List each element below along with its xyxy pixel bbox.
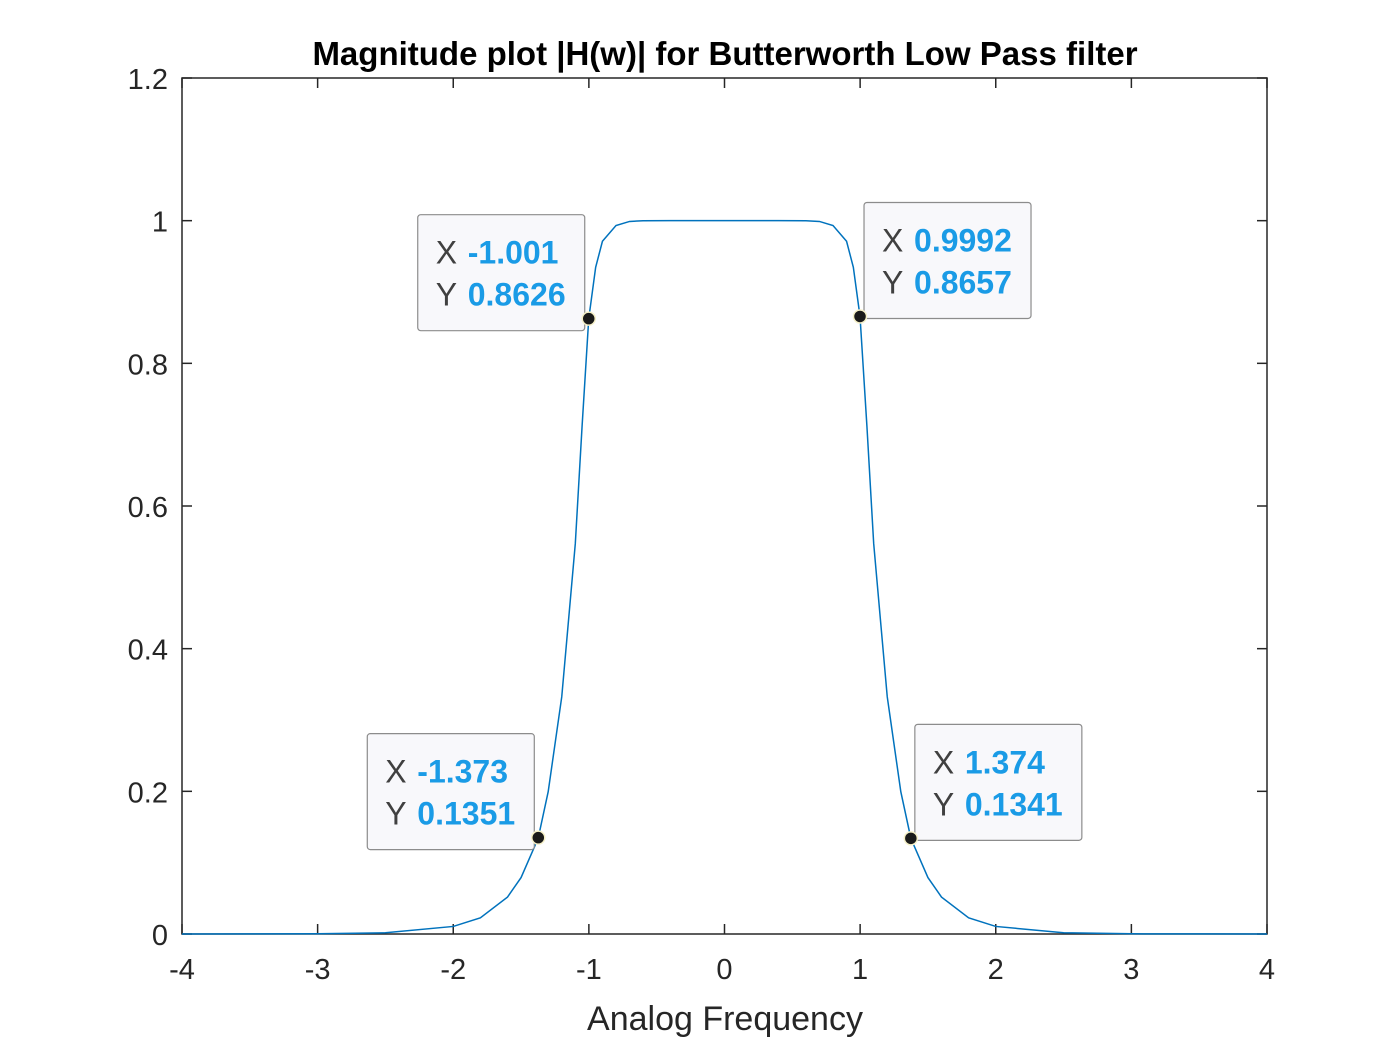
datatip-marker[interactable] xyxy=(581,311,596,326)
datatip-x-label: X xyxy=(882,222,903,258)
y-tick-label: 0 xyxy=(152,920,168,952)
y-tick-label: 1 xyxy=(152,207,168,239)
datatip-x-value: -1.001 xyxy=(468,235,559,271)
datatip-y-value: 0.1351 xyxy=(417,796,515,832)
x-tick-label: -1 xyxy=(576,954,602,986)
x-tick-label: 0 xyxy=(716,954,732,986)
datatip-box xyxy=(863,201,1032,320)
datatip-y-value: 0.8626 xyxy=(468,277,566,313)
y-tick-labels: 0 0.2 0.4 0.6 0.8 1 1.2 xyxy=(128,64,168,952)
datatip-box xyxy=(914,723,1083,841)
x-tick-label: -4 xyxy=(169,954,195,986)
datatip[interactable]: X -1.001 Y 0.8626 xyxy=(417,214,596,332)
datatip-x-value: 1.374 xyxy=(965,744,1045,780)
datatip-y-label: Y xyxy=(385,796,406,832)
datatip-x-label: X xyxy=(436,235,457,271)
datatip-box xyxy=(417,214,586,332)
datatip[interactable]: X 0.9992 Y 0.8657 xyxy=(852,201,1032,324)
y-tick-label: 0.4 xyxy=(128,635,168,667)
y-tick-label: 1.2 xyxy=(128,64,168,96)
plot-area xyxy=(181,77,1268,935)
x-tick-labels: -4 -3 -2 -1 0 1 2 3 4 xyxy=(169,954,1275,986)
datatip-y-label: Y xyxy=(933,786,954,822)
chart-title: Magnitude plot |H(w)| for Butterworth Lo… xyxy=(312,35,1137,72)
datatip-x-value: -1.373 xyxy=(417,754,508,790)
x-tick-label: -2 xyxy=(440,954,466,986)
y-tick-label: 0.6 xyxy=(128,492,168,524)
x-tick-label: 2 xyxy=(988,954,1004,986)
datatip-marker[interactable] xyxy=(903,831,919,846)
x-axis-label: Analog Frequency xyxy=(587,1000,863,1038)
datatip-marker[interactable] xyxy=(531,830,546,845)
datatip-x-value: 0.9992 xyxy=(914,222,1012,258)
datatip-y-value: 0.1341 xyxy=(965,786,1063,822)
data-tips: X -1.001 Y 0.8626 X 0.9992 Y 0.8657 X -1.373 Y 0.13… xyxy=(366,201,1083,851)
datatip-x-label: X xyxy=(933,744,954,780)
x-tick-label: 3 xyxy=(1123,954,1139,986)
x-tick-label: 1 xyxy=(852,954,868,986)
datatip[interactable]: X -1.373 Y 0.1351 xyxy=(366,733,546,851)
x-tick-label: -3 xyxy=(305,954,331,986)
x-tick-label: 4 xyxy=(1259,954,1275,986)
magnitude-curve[interactable] xyxy=(181,219,1268,935)
y-tick-label: 0.2 xyxy=(128,777,168,809)
datatip-y-label: Y xyxy=(436,277,457,313)
datatip[interactable]: X 1.374 Y 0.1341 xyxy=(903,723,1083,846)
datatip-x-label: X xyxy=(385,754,406,790)
datatip-box xyxy=(366,733,535,851)
y-tick-label: 0.8 xyxy=(128,349,168,381)
datatip-y-value: 0.8657 xyxy=(914,264,1012,300)
datatip-y-label: Y xyxy=(882,264,903,300)
datatip-marker[interactable] xyxy=(852,309,868,324)
